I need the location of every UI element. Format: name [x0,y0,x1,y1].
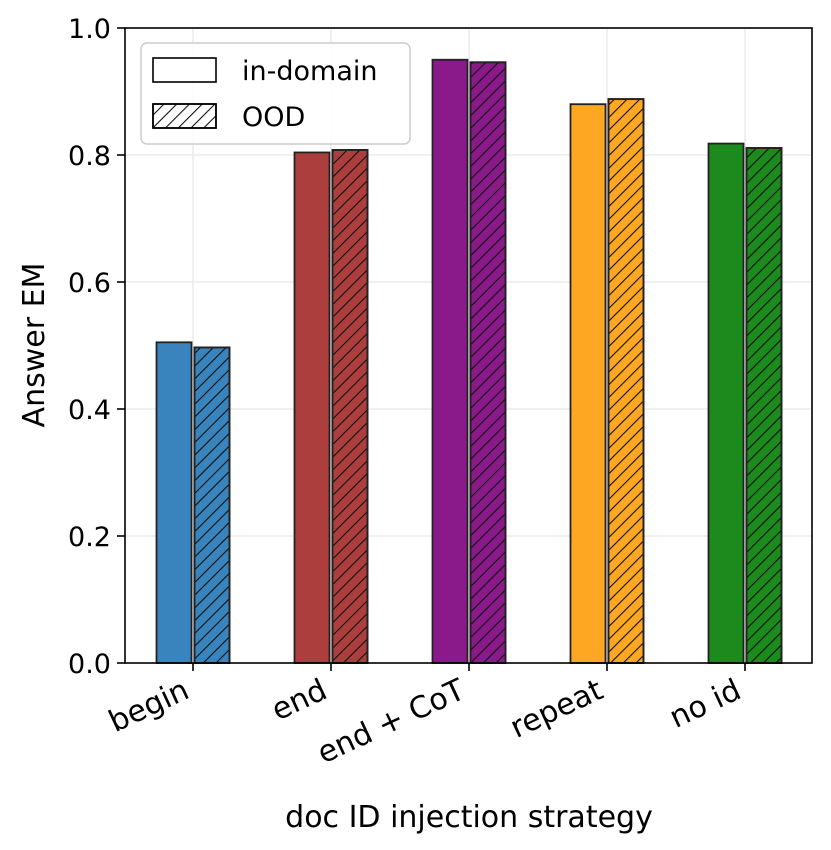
x-axis-label: doc ID injection strategy [285,800,653,835]
bars [155,58,783,664]
legend-swatch-in-domain [152,57,217,83]
x-tick-label: end [266,673,332,729]
x-tick-label: end + CoT [312,672,471,771]
bar-hatch-overlay [607,98,645,664]
legend-label-ood: OOD [242,102,305,133]
y-tick-label: 0.4 [68,395,111,426]
y-axis-label: Answer EM [17,263,52,428]
legend-swatch-ood [152,103,217,129]
x-tick-label: begin [104,673,195,740]
x-tick-label: no id [664,673,746,736]
bar-hatch-overlay [331,149,369,664]
bar-hatch-overlay [193,346,231,664]
y-tick-label: 0.2 [68,522,111,553]
x-tick-label: repeat [505,672,609,745]
bar-hatch-overlay [469,61,507,664]
legend-label-in-domain: in-domain [242,56,377,87]
bar-in-domain-no-id [707,142,745,664]
bar-in-domain-end-cot [431,58,469,664]
bar-in-domain-begin [155,341,193,664]
y-tick-label: 0.6 [68,268,111,299]
y-tick-label: 1.0 [68,14,111,45]
legend: in-domain OOD [140,42,411,145]
bar-hatch-overlay [745,147,783,664]
bar-in-domain-repeat [569,103,607,664]
bar-in-domain-end [293,151,331,664]
y-tick-label: 0.8 [68,141,111,172]
y-tick-label: 0.0 [68,649,111,680]
